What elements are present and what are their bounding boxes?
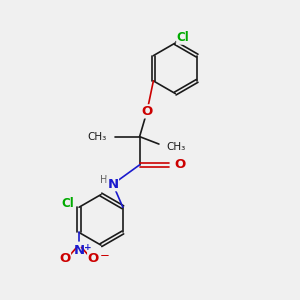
- Text: O: O: [59, 252, 70, 265]
- Text: Cl: Cl: [177, 31, 190, 44]
- Text: O: O: [175, 158, 186, 171]
- Text: N: N: [107, 178, 118, 191]
- Text: Cl: Cl: [62, 197, 75, 210]
- Text: H: H: [100, 175, 107, 185]
- Text: CH₃: CH₃: [88, 132, 107, 142]
- Text: N: N: [74, 244, 85, 257]
- Text: CH₃: CH₃: [166, 142, 186, 152]
- Text: −: −: [100, 250, 110, 262]
- Text: +: +: [84, 243, 92, 252]
- Text: O: O: [88, 252, 99, 265]
- Text: O: O: [141, 105, 153, 118]
